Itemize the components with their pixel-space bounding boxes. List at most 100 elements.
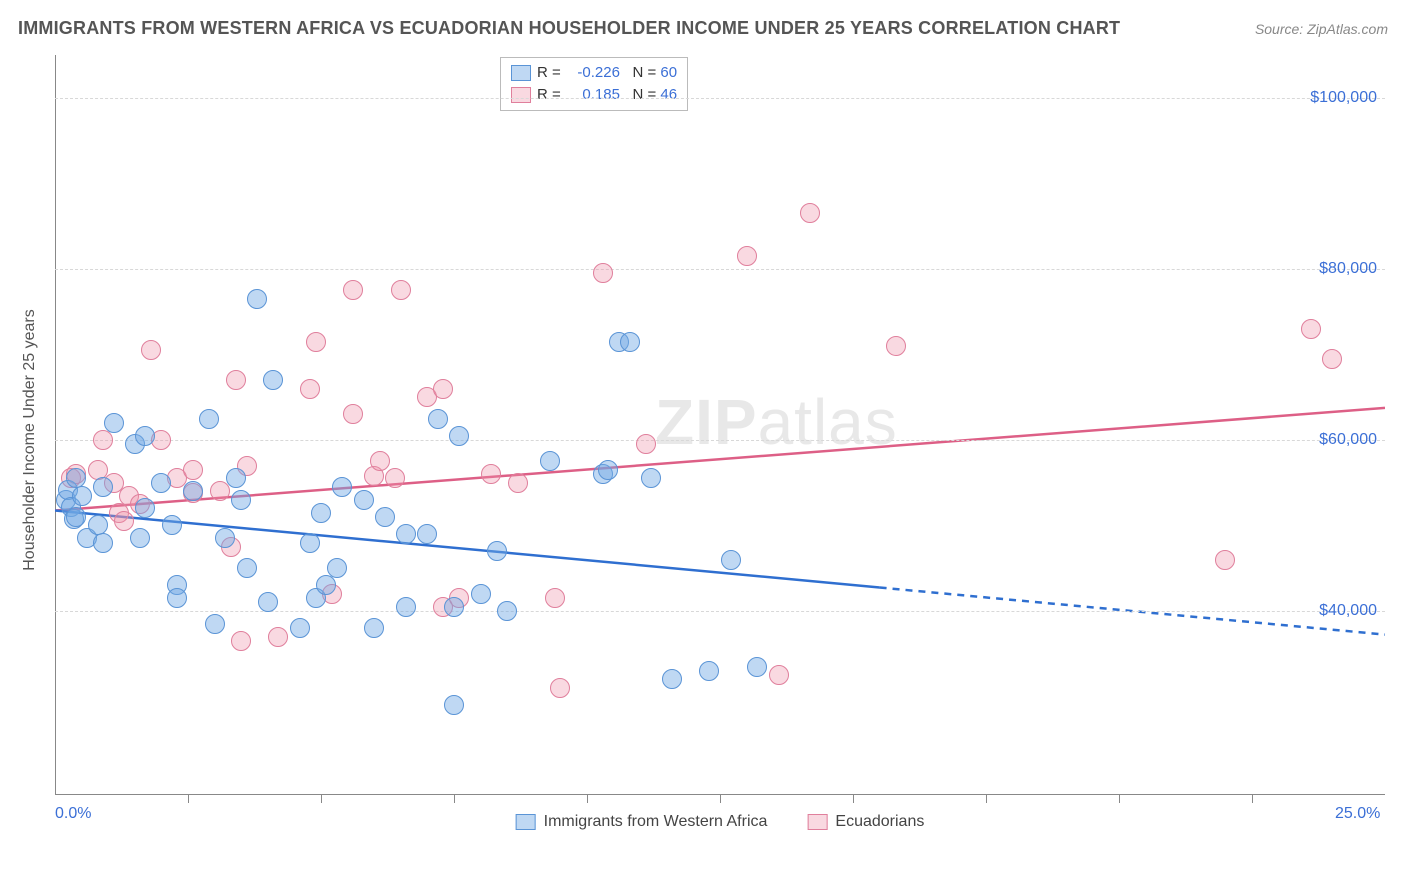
chart-area: ZIPatlas R = -0.226 N = 60R = 0.185 N = … [55,55,1385,825]
gridline [55,611,1385,612]
x-tick-label: 0.0% [55,805,91,823]
point-blue [699,661,719,681]
point-pink [300,379,320,399]
point-blue [93,477,113,497]
point-blue [93,533,113,553]
point-blue [428,409,448,429]
point-blue [327,558,347,578]
point-blue [72,486,92,506]
legend-label: Immigrants from Western Africa [544,813,768,831]
point-pink [545,588,565,608]
point-blue [167,588,187,608]
point-pink [93,430,113,450]
point-blue [471,584,491,604]
point-blue [721,550,741,570]
point-pink [1322,349,1342,369]
point-blue [641,468,661,488]
point-pink [593,263,613,283]
point-pink [433,379,453,399]
point-blue [598,460,618,480]
x-tick [720,795,721,803]
x-tick [188,795,189,803]
point-pink [886,336,906,356]
gridline [55,98,1385,99]
watermark: ZIPatlas [655,385,898,459]
y-tick-label: $80,000 [1319,260,1377,278]
point-pink [306,332,326,352]
source-label: Source: ZipAtlas.com [1255,21,1388,37]
point-pink [391,280,411,300]
y-tick-label: $60,000 [1319,431,1377,449]
point-blue [151,473,171,493]
x-tick [986,795,987,803]
swatch-icon [511,87,531,103]
legend-row: R = 0.185 N = 46 [511,84,677,106]
y-tick-label: $100,000 [1310,89,1377,107]
point-blue [417,524,437,544]
point-pink [141,340,161,360]
point-blue [183,481,203,501]
point-blue [497,601,517,621]
legend-row: R = -0.226 N = 60 [511,62,677,84]
point-blue [316,575,336,595]
x-tick [1119,795,1120,803]
point-pink [800,203,820,223]
point-blue [258,592,278,612]
point-blue [66,507,86,527]
x-tick-label: 25.0% [1335,805,1380,823]
point-pink [343,404,363,424]
point-blue [364,618,384,638]
x-tick [1252,795,1253,803]
point-blue [247,289,267,309]
point-blue [104,413,124,433]
point-blue [135,426,155,446]
point-blue [231,490,251,510]
point-blue [135,498,155,518]
point-blue [205,614,225,634]
y-tick-label: $40,000 [1319,602,1377,620]
point-pink [737,246,757,266]
point-blue [396,597,416,617]
point-pink [343,280,363,300]
point-pink [268,627,288,647]
legend-label: Ecuadorians [835,813,924,831]
point-blue [300,533,320,553]
point-pink [226,370,246,390]
chart-title: IMMIGRANTS FROM WESTERN AFRICA VS ECUADO… [18,18,1120,39]
swatch-icon [511,65,531,81]
x-tick [587,795,588,803]
legend-item: Ecuadorians [807,813,924,831]
y-axis [55,55,56,795]
legend-series: Immigrants from Western Africa Ecuadorian… [516,813,925,831]
point-blue [444,597,464,617]
point-blue [449,426,469,446]
point-blue [290,618,310,638]
point-pink [636,434,656,454]
point-pink [231,631,251,651]
point-pink [550,678,570,698]
point-blue [662,669,682,689]
point-blue [444,695,464,715]
point-blue [354,490,374,510]
point-blue [215,528,235,548]
gridline [55,440,1385,441]
point-blue [375,507,395,527]
legend-item: Immigrants from Western Africa [516,813,768,831]
gridline [55,269,1385,270]
point-blue [162,515,182,535]
point-blue [620,332,640,352]
point-pink [1215,550,1235,570]
point-blue [332,477,352,497]
point-pink [508,473,528,493]
point-blue [747,657,767,677]
point-blue [311,503,331,523]
point-blue [487,541,507,561]
point-pink [481,464,501,484]
point-pink [114,511,134,531]
point-pink [183,460,203,480]
point-pink [1301,319,1321,339]
point-blue [396,524,416,544]
swatch-icon [516,814,536,830]
y-axis-label: Householder Income Under 25 years [21,309,39,570]
point-pink [769,665,789,685]
